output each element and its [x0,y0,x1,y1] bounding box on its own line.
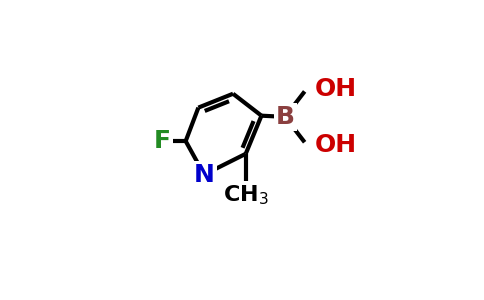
Text: OH: OH [315,77,357,101]
Text: OH: OH [315,133,357,157]
Text: N: N [194,163,214,187]
Text: F: F [154,129,171,153]
Text: CH$_3$: CH$_3$ [223,184,269,207]
Text: B: B [275,105,294,129]
